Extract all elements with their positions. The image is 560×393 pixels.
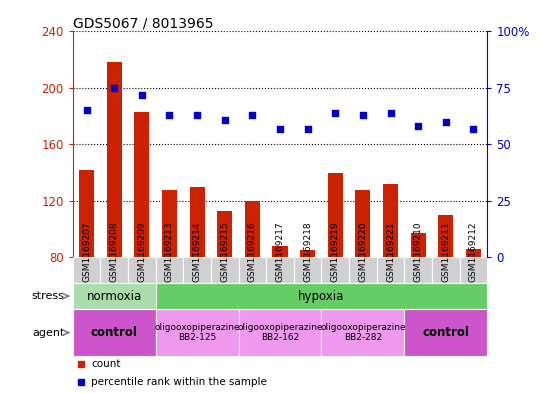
Point bbox=[358, 112, 367, 118]
Text: hypoxia: hypoxia bbox=[298, 290, 344, 303]
Bar bbox=[349, 257, 377, 283]
Bar bbox=[355, 189, 371, 257]
Bar bbox=[266, 257, 294, 283]
Point bbox=[331, 110, 340, 116]
Text: GSM1169220: GSM1169220 bbox=[358, 221, 367, 282]
Text: control: control bbox=[91, 326, 138, 339]
Point bbox=[110, 85, 119, 91]
Bar bbox=[321, 257, 349, 283]
Point bbox=[441, 119, 450, 125]
Text: oligooxopiperazine
BB2-125: oligooxopiperazine BB2-125 bbox=[155, 323, 240, 342]
Bar bbox=[410, 233, 426, 257]
Bar bbox=[239, 309, 321, 356]
Point bbox=[193, 112, 202, 118]
Bar bbox=[217, 211, 232, 257]
Text: GSM1169209: GSM1169209 bbox=[137, 221, 146, 282]
Bar bbox=[377, 257, 404, 283]
Text: agent: agent bbox=[32, 328, 64, 338]
Bar bbox=[404, 257, 432, 283]
Bar bbox=[438, 215, 454, 257]
Bar bbox=[245, 201, 260, 257]
Bar bbox=[211, 257, 239, 283]
Point bbox=[303, 125, 312, 132]
Text: count: count bbox=[91, 359, 121, 369]
Bar bbox=[156, 309, 239, 356]
Text: GSM1169221: GSM1169221 bbox=[386, 221, 395, 282]
Bar bbox=[466, 249, 481, 257]
Point bbox=[469, 125, 478, 132]
Bar bbox=[100, 257, 128, 283]
Bar bbox=[294, 257, 321, 283]
Bar bbox=[73, 257, 100, 283]
Text: percentile rank within the sample: percentile rank within the sample bbox=[91, 378, 267, 387]
Text: GSM1169211: GSM1169211 bbox=[441, 221, 450, 282]
Text: GSM1169212: GSM1169212 bbox=[469, 221, 478, 282]
Text: control: control bbox=[422, 326, 469, 339]
Text: GSM1169214: GSM1169214 bbox=[193, 221, 202, 282]
Text: GSM1169208: GSM1169208 bbox=[110, 221, 119, 282]
Point bbox=[386, 110, 395, 116]
Text: normoxia: normoxia bbox=[87, 290, 142, 303]
Bar bbox=[321, 309, 404, 356]
Bar bbox=[328, 173, 343, 257]
Text: GSM1169213: GSM1169213 bbox=[165, 221, 174, 282]
Bar bbox=[156, 257, 183, 283]
Bar bbox=[73, 283, 156, 309]
Text: GSM1169218: GSM1169218 bbox=[303, 221, 312, 282]
Text: GSM1169217: GSM1169217 bbox=[276, 221, 284, 282]
Text: stress: stress bbox=[31, 291, 64, 301]
Bar bbox=[134, 112, 150, 257]
Bar bbox=[106, 62, 122, 257]
Point bbox=[414, 123, 423, 129]
Text: GSM1169216: GSM1169216 bbox=[248, 221, 257, 282]
Point bbox=[165, 112, 174, 118]
Bar bbox=[272, 246, 288, 257]
Text: GSM1169219: GSM1169219 bbox=[331, 221, 340, 282]
Text: oligooxopiperazine
BB2-162: oligooxopiperazine BB2-162 bbox=[237, 323, 323, 342]
Bar bbox=[383, 184, 398, 257]
Bar bbox=[189, 187, 205, 257]
Bar bbox=[162, 189, 177, 257]
Bar bbox=[300, 250, 315, 257]
Text: GDS5067 / 8013965: GDS5067 / 8013965 bbox=[73, 16, 213, 30]
Point bbox=[137, 92, 146, 98]
Point bbox=[248, 112, 257, 118]
Point bbox=[220, 116, 229, 123]
Bar bbox=[128, 257, 156, 283]
Text: oligooxopiperazine
BB2-282: oligooxopiperazine BB2-282 bbox=[320, 323, 405, 342]
Bar bbox=[460, 257, 487, 283]
Text: GSM1169215: GSM1169215 bbox=[220, 221, 229, 282]
Point bbox=[82, 107, 91, 114]
Bar bbox=[432, 257, 460, 283]
Point bbox=[276, 125, 284, 132]
Bar bbox=[404, 309, 487, 356]
Bar bbox=[79, 170, 94, 257]
Bar bbox=[239, 257, 266, 283]
Text: GSM1169207: GSM1169207 bbox=[82, 221, 91, 282]
Bar bbox=[183, 257, 211, 283]
Bar bbox=[73, 309, 156, 356]
Bar bbox=[156, 283, 487, 309]
Text: GSM1169210: GSM1169210 bbox=[414, 221, 423, 282]
